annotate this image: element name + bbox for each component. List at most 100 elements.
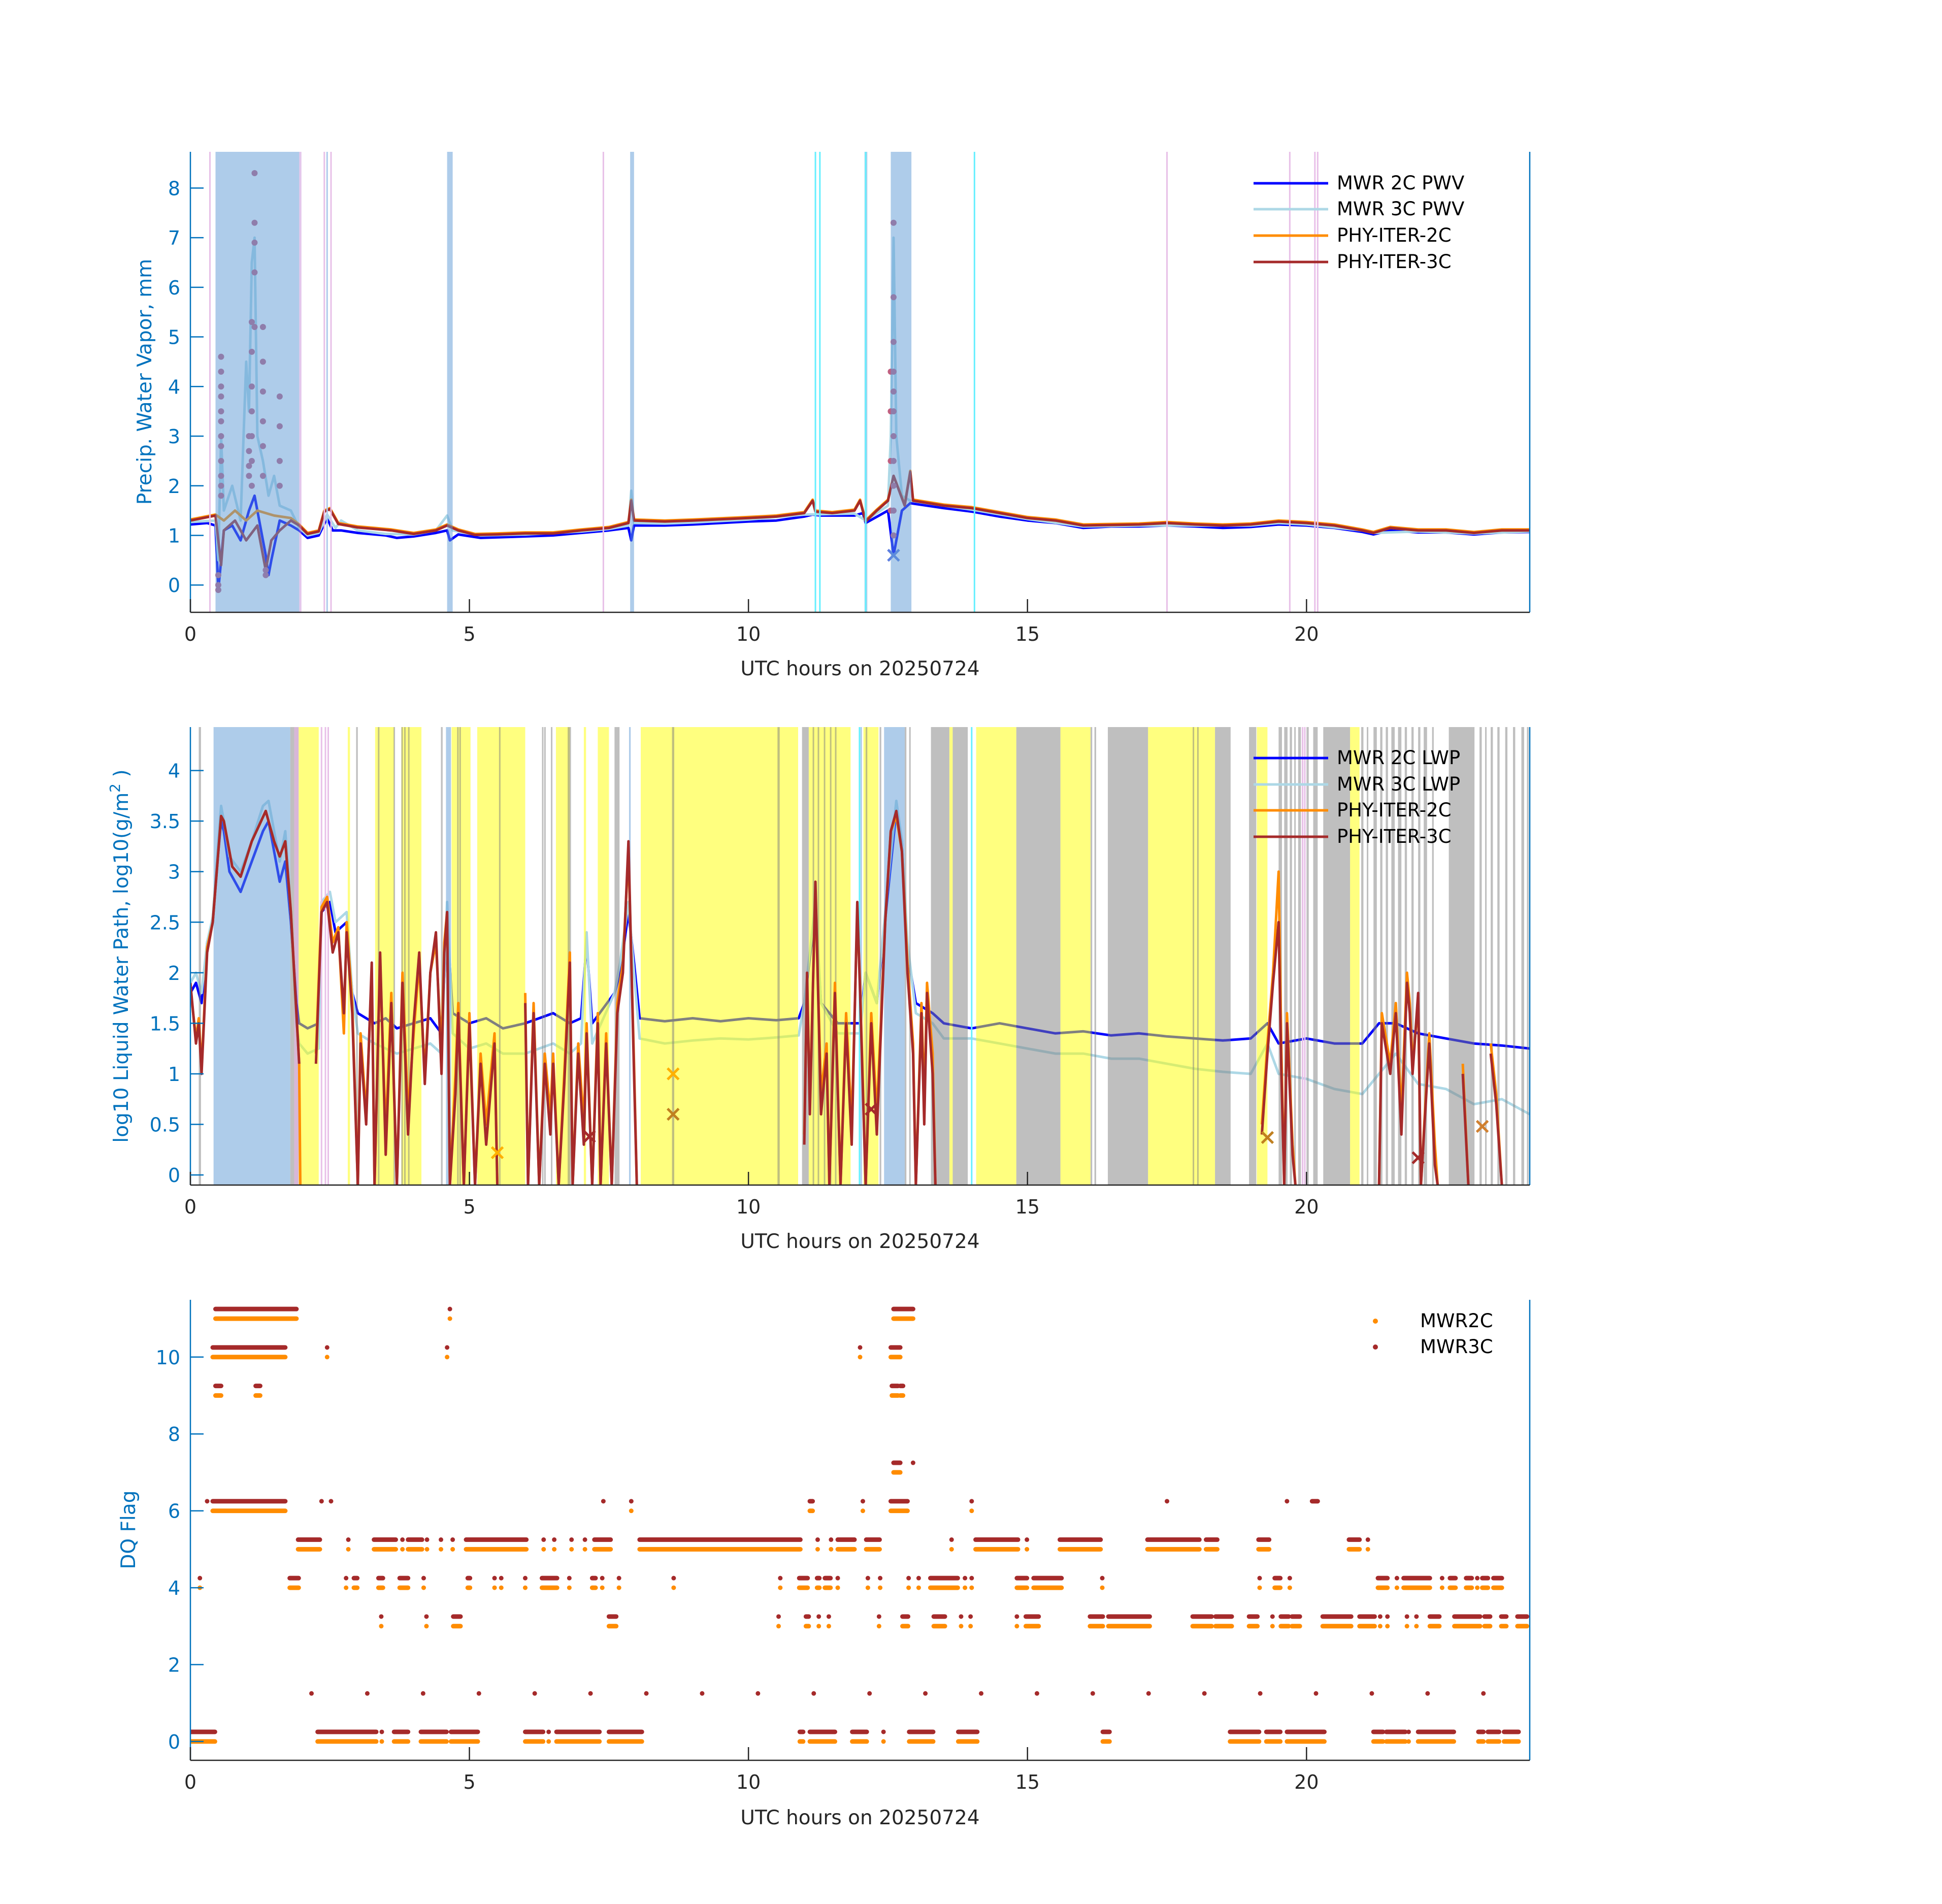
dq-flag-panel: 0 5 10 15 20 0 2 4 6 8 10 MWR2C MWR3C UTC hours on 2… (117, 1300, 1531, 1829)
flag-band (1108, 727, 1148, 1185)
flag-band (294, 727, 299, 1185)
y-tick-label: 0 (168, 1164, 180, 1187)
legend-label: MWR 2C LWP (1337, 747, 1460, 769)
flag-band (401, 727, 403, 1185)
legend-label: PHY-ITER-2C (1337, 799, 1452, 821)
flag-band (614, 727, 620, 1185)
flag-band (1411, 727, 1414, 1185)
flag-band (1249, 727, 1257, 1185)
flag-line (326, 152, 328, 612)
y-tick-label: 4 (168, 760, 180, 782)
flag-band (1197, 727, 1199, 1185)
legend-label: MWR 3C PWV (1337, 198, 1464, 220)
flag-band (1090, 727, 1093, 1185)
x-tick-label: 10 (736, 623, 761, 645)
flag-band (949, 727, 953, 1185)
flag-line (324, 727, 326, 1185)
flag-line (209, 152, 211, 612)
flag-line (1302, 727, 1304, 1185)
flag-line (602, 152, 604, 612)
pwv-x-axis-label: UTC hours on 20250724 (740, 658, 979, 680)
x-marker (583, 1130, 596, 1143)
flag-band (441, 727, 443, 1185)
flag-band (1513, 727, 1516, 1185)
flag-band (1193, 727, 1195, 1185)
y-tick-label: 2.5 (150, 911, 180, 934)
flag-band (1521, 727, 1525, 1185)
flag-band (215, 152, 300, 612)
flag-band (1418, 727, 1421, 1185)
flag-band (1491, 727, 1493, 1185)
flag-band (499, 727, 501, 1185)
flag-band (884, 727, 905, 1185)
y-tick-label: 2 (168, 1654, 180, 1676)
flag-band (1060, 727, 1091, 1185)
x-tick-label: 0 (184, 1771, 196, 1793)
legend-label: MWR 2C PWV (1337, 172, 1464, 194)
flag-line (1314, 152, 1316, 612)
flag-band (199, 727, 201, 1185)
y-tick-label: 0.5 (150, 1114, 180, 1136)
lwp-x-axis-label: UTC hours on 20250724 (740, 1230, 979, 1253)
flag-band (1367, 727, 1369, 1185)
x-marker (1475, 1120, 1489, 1133)
flag-line (865, 152, 867, 612)
x-marker (667, 1067, 680, 1080)
y-tick-label: 8 (168, 1423, 180, 1446)
flag-band (1148, 727, 1215, 1185)
flag-band (1290, 727, 1292, 1185)
flag-band (1373, 727, 1377, 1185)
x-marker (1261, 1131, 1274, 1144)
y-tick-label: 1.5 (150, 1012, 180, 1035)
flag-band (1527, 727, 1529, 1185)
y-tick-label: 1 (168, 1063, 180, 1086)
flag-band (1404, 727, 1407, 1185)
flag-band (551, 727, 553, 1185)
x-marker (865, 1102, 878, 1116)
legend-label: MWR3C (1420, 1336, 1493, 1358)
x-tick-label: 0 (184, 1196, 196, 1218)
x-tick-label: 5 (463, 1196, 475, 1218)
flag-line (819, 152, 821, 612)
flag-band (1432, 727, 1434, 1185)
flag-band (1284, 727, 1288, 1185)
flag-band (378, 727, 380, 1185)
y-tick-label: 6 (168, 1500, 180, 1523)
flag-band (408, 727, 410, 1185)
lwp-panel: 0 5 10 15 20 0 0.5 1 1.5 2 2.5 3 3.5 4 MWR 2C LWP MWR 3… (107, 727, 1531, 1253)
flag-band (629, 727, 631, 1185)
x-tick-label: 20 (1294, 1196, 1319, 1218)
flag-line (330, 152, 332, 612)
flag-band (824, 727, 826, 1185)
x-tick-label: 0 (184, 623, 196, 645)
y-tick-label: 0 (168, 1731, 180, 1753)
y-tick-label: 0 (168, 574, 180, 597)
y-tick-label: 4 (168, 376, 180, 398)
legend-label: PHY-ITER-3C (1337, 826, 1452, 847)
flag-line (320, 727, 322, 1185)
flag-band (1215, 727, 1231, 1185)
flag-band (1350, 727, 1360, 1185)
y-tick-label: 6 (168, 277, 180, 299)
flag-band (1398, 727, 1402, 1185)
flag-band (447, 152, 453, 612)
flag-band (1298, 727, 1301, 1185)
flag-band (356, 727, 358, 1185)
flag-line (860, 727, 862, 1185)
flag-band (404, 727, 406, 1185)
flag-band (641, 727, 798, 1185)
flag-band (542, 727, 544, 1185)
flag-line (814, 152, 816, 612)
y-tick-label: 7 (168, 227, 180, 249)
flag-band (1323, 727, 1351, 1185)
flag-band (1306, 727, 1309, 1185)
plot-area (190, 1306, 1530, 1744)
flag-band (1505, 727, 1508, 1185)
flag-band (459, 727, 461, 1185)
x-tick-label: 15 (1015, 1771, 1040, 1793)
flag-band (1391, 727, 1395, 1185)
flag-line (1316, 152, 1319, 612)
flag-band (1479, 727, 1482, 1185)
y-tick-label: 2 (168, 962, 180, 984)
flag-band (1424, 727, 1427, 1185)
